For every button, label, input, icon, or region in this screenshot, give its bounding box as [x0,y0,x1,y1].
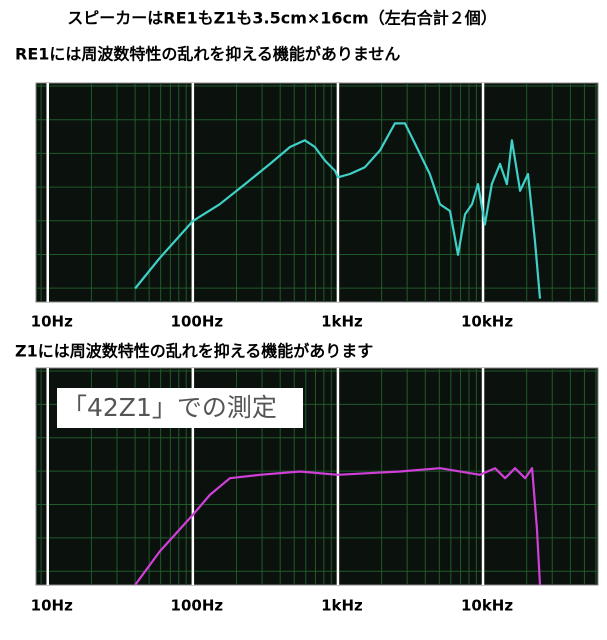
chart-title: RE1には周波数特性の乱れを抑える機能がありません [15,45,400,64]
x-tick-label: 1kHz [321,597,363,615]
plot-background [35,82,599,303]
page-title: スピーカーはRE1もZ1も3.5cm×16cm（左右合計２個） [67,9,496,28]
x-tick-label: 10kHz [461,597,513,615]
x-tick-label: 100Hz [171,597,224,615]
x-tick-label: 10kHz [461,313,513,331]
chart-title: Z1には周波数特性の乱れを抑える機能があります [15,342,373,361]
annotation: 「42Z1」での測定 [62,393,277,422]
response-curve [134,122,542,299]
annotation-box [57,388,303,428]
x-tick-label: 100Hz [171,313,224,331]
x-tick-label: 10Hz [31,313,73,331]
x-tick-label: 10Hz [31,597,73,615]
x-tick-label: 1kHz [321,313,363,331]
response-curve [134,467,542,586]
